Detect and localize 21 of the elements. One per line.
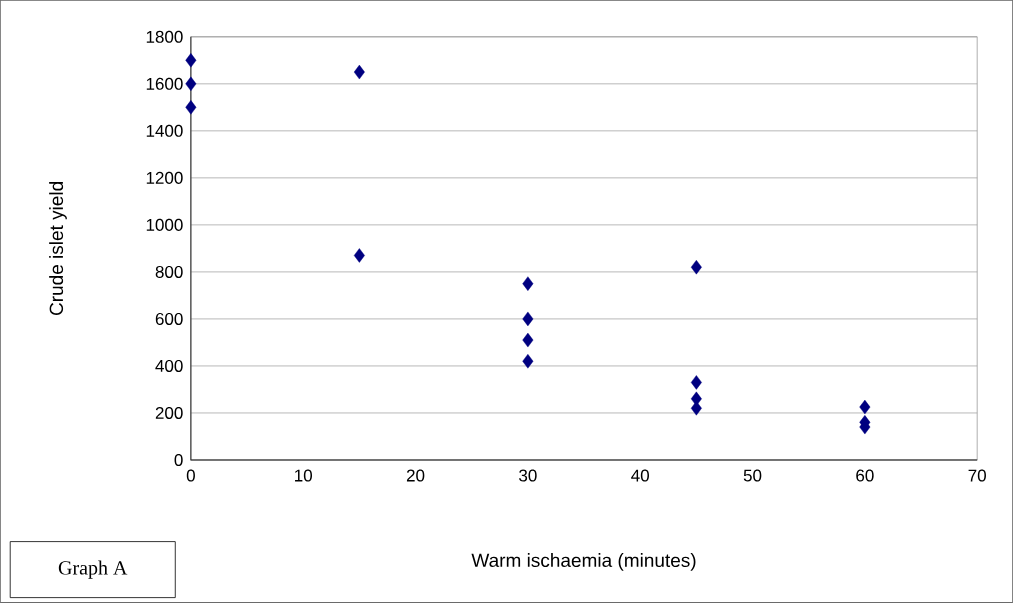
y-tick-label: 800 [155, 265, 183, 279]
text: Graph A [58, 560, 128, 579]
y-tick-label: 200 [155, 407, 183, 420]
x-tick-label: 30 [519, 469, 537, 482]
x-tick-label: 70 [968, 469, 986, 482]
y-tick-label: 1400 [146, 124, 183, 137]
x-tick-label: 40 [631, 469, 649, 482]
y-tick-label: 1800 [146, 30, 183, 43]
x-tick-label: 20 [406, 469, 425, 482]
y-tick-label: 0 [174, 454, 183, 467]
y-axis-title: Crude islet yield [49, 182, 67, 316]
x-tick-label: 0 [186, 469, 195, 482]
y-tick-label: 1000 [146, 218, 183, 231]
x-axis-title: Warm ischaemia (minutes) [471, 553, 696, 571]
x-tick-label: 50 [743, 469, 762, 482]
y-tick-label: 600 [155, 312, 183, 326]
x-tick-label: 10 [295, 469, 313, 482]
y-tick-label: 400 [155, 359, 183, 373]
y-tick-label: 1200 [146, 171, 183, 184]
y-tick-label: 1600 [146, 77, 183, 90]
x-tick-label: 60 [856, 469, 874, 482]
